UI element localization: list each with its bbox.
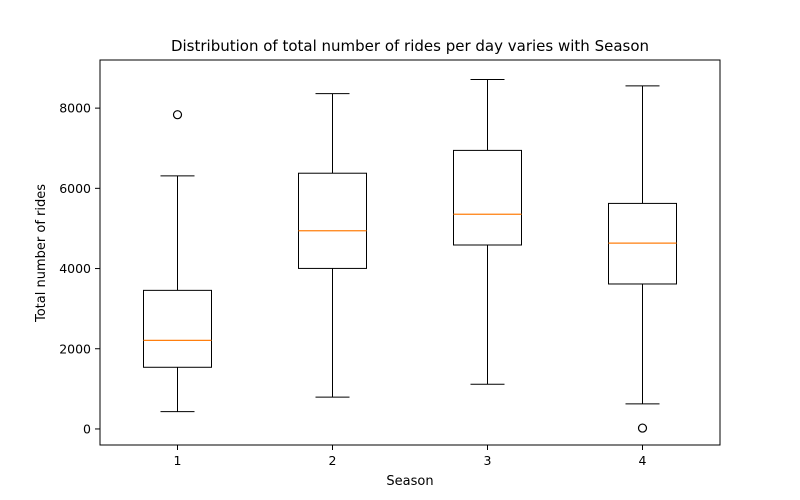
box-iqr xyxy=(298,172,367,269)
x-tick-label: 2 xyxy=(329,453,337,468)
y-tick-label: 4000 xyxy=(59,261,91,276)
outlier-point xyxy=(637,423,648,433)
box-iqr xyxy=(453,149,522,246)
box-iqr xyxy=(143,289,212,368)
x-tick-label: 4 xyxy=(639,453,647,468)
chart-title: Distribution of total number of rides pe… xyxy=(171,37,649,55)
x-tick-label: 1 xyxy=(174,453,182,468)
plot-area: 0 2000 4000 6000 8000 1 2 3 4 xyxy=(59,59,721,468)
x-tick-label: 3 xyxy=(484,453,492,468)
y-tick-label: 8000 xyxy=(59,101,91,116)
plot-frame xyxy=(99,59,721,446)
y-tick-label: 2000 xyxy=(59,341,91,356)
y-tick-label: 0 xyxy=(83,421,91,436)
y-axis-label: Total number of rides xyxy=(34,184,49,323)
y-tick-label: 6000 xyxy=(59,181,91,196)
outlier-point xyxy=(172,110,183,120)
x-axis-label: Season xyxy=(386,474,433,489)
